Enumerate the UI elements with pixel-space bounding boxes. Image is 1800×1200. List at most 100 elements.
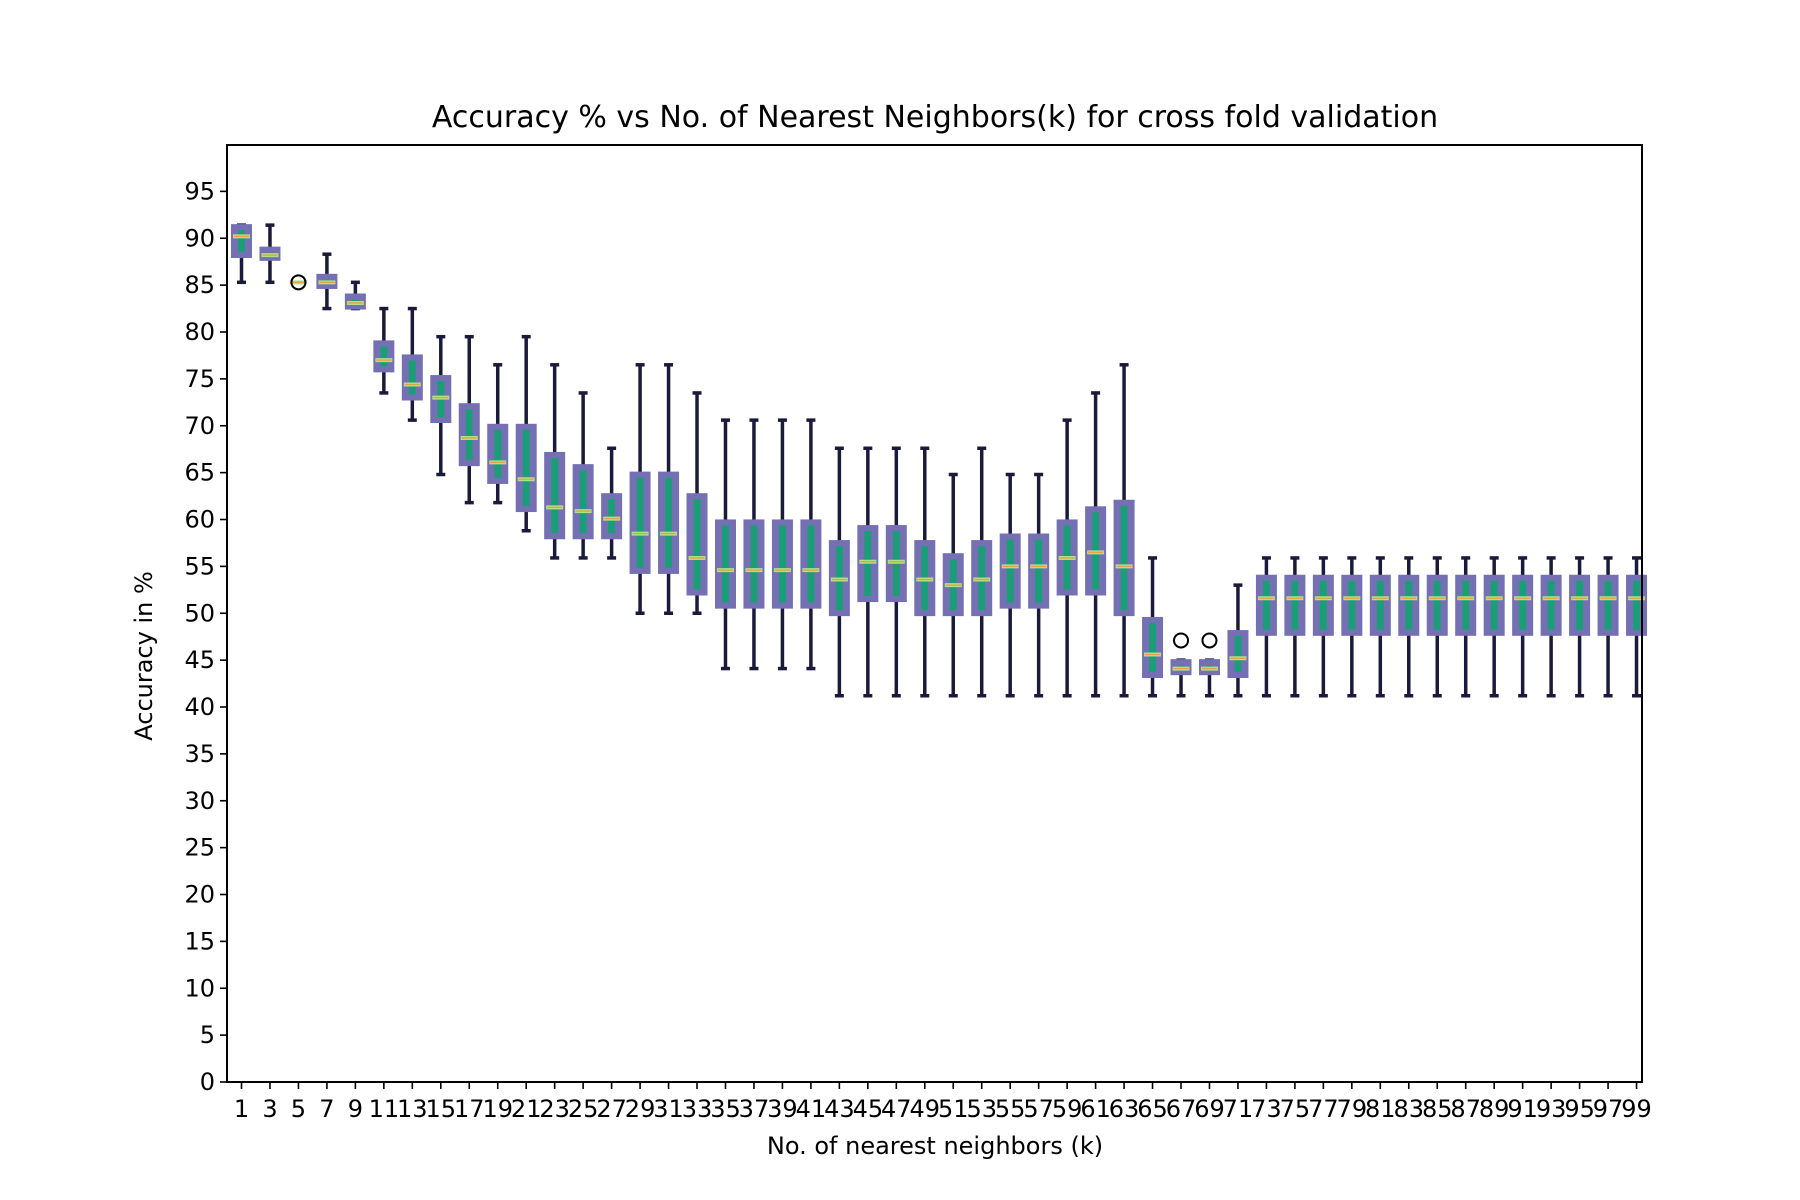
box-core (1433, 580, 1441, 630)
y-tick-label: 20 (184, 881, 215, 909)
box-k-83 (1398, 556, 1420, 698)
y-tick-label: 15 (184, 927, 215, 955)
box-core (238, 230, 245, 252)
x-tick-label: 65 (1137, 1095, 1168, 1123)
box-core (380, 346, 388, 367)
x-tick-label: 3 (262, 1095, 277, 1123)
box-k-23 (544, 363, 566, 560)
x-tick-label: 57 (1023, 1095, 1054, 1123)
outlier-point (1173, 632, 1190, 649)
box-k-71 (1227, 583, 1249, 698)
box-core (1490, 580, 1498, 630)
box-k-97 (1597, 556, 1619, 698)
x-tick-label: 21 (511, 1095, 542, 1123)
y-tick-label: 40 (184, 693, 215, 721)
box-k-51 (942, 472, 964, 698)
x-tick-label: 41 (796, 1095, 827, 1123)
box-k-43 (828, 446, 850, 698)
box-core (1405, 580, 1413, 630)
x-tick-label: 69 (1194, 1095, 1225, 1123)
x-tick-label: 79 (1337, 1095, 1368, 1123)
x-tick-label: 11 (369, 1095, 400, 1123)
y-tick-label: 30 (184, 787, 215, 815)
x-tick-label: 25 (568, 1095, 599, 1123)
box-core (807, 525, 815, 603)
box-k-67 (1170, 632, 1192, 698)
x-tick-label: 61 (1080, 1095, 1111, 1123)
box-k-53 (971, 446, 993, 698)
x-tick-label: 97 (1593, 1095, 1624, 1123)
y-tick-label: 60 (184, 506, 215, 534)
box-k-17 (458, 334, 480, 505)
box-core (494, 429, 502, 478)
box-core (693, 499, 701, 590)
x-tick-label: 51 (938, 1095, 969, 1123)
box-k-33 (686, 391, 708, 615)
box-core (408, 360, 416, 395)
x-tick-label: 81 (1365, 1095, 1396, 1123)
box-core (721, 525, 729, 603)
box-k-81 (1369, 556, 1391, 698)
box-k-63 (1113, 363, 1135, 698)
box-core (1291, 580, 1299, 630)
y-tick-label: 80 (184, 318, 215, 346)
box-k-75 (1284, 556, 1306, 698)
y-tick-label: 0 (200, 1068, 215, 1096)
x-tick-label: 83 (1393, 1095, 1424, 1123)
x-tick-label: 13 (397, 1095, 428, 1123)
box-k-15 (430, 334, 452, 477)
box-core (579, 470, 587, 534)
box-core (551, 457, 559, 534)
x-tick-label: 59 (1052, 1095, 1083, 1123)
box-k-79 (1341, 556, 1363, 698)
box-core (1149, 622, 1157, 672)
y-tick-label: 10 (184, 974, 215, 1002)
x-tick-label: 73 (1251, 1095, 1282, 1123)
box-core (1576, 580, 1584, 630)
box-core (1035, 539, 1043, 603)
box-core (1633, 580, 1641, 630)
x-tick-label: 91 (1507, 1095, 1538, 1123)
y-tick-label: 5 (200, 1021, 215, 1049)
outlier-point (290, 274, 307, 291)
box-core (1348, 580, 1356, 630)
x-tick-label: 19 (482, 1095, 513, 1123)
box-k-85 (1426, 556, 1448, 698)
x-tick-label: 9 (348, 1095, 363, 1123)
outlier-point (1201, 632, 1218, 649)
box-k-91 (1512, 556, 1534, 698)
box-k-37 (743, 418, 765, 671)
box-k-5 (289, 274, 307, 291)
x-tick-label: 85 (1422, 1095, 1453, 1123)
x-tick-label: 29 (625, 1095, 656, 1123)
x-tick-label: 7 (319, 1095, 334, 1123)
x-tick-label: 55 (995, 1095, 1026, 1123)
x-tick-label: 95 (1564, 1095, 1595, 1123)
box-core (1006, 539, 1014, 603)
box-core (665, 477, 673, 568)
box-k-61 (1085, 391, 1107, 698)
box-k-25 (572, 391, 594, 560)
x-tick-label: 63 (1109, 1095, 1140, 1123)
x-tick-label: 43 (824, 1095, 855, 1123)
box-k-87 (1455, 556, 1477, 698)
box-k-47 (885, 446, 907, 698)
x-axis-title: No. of nearest neighbors (k) (767, 1132, 1103, 1160)
x-tick-label: 35 (710, 1095, 741, 1123)
y-tick-label: 35 (184, 740, 215, 768)
y-tick-label: 50 (184, 599, 215, 627)
x-tick-label: 33 (682, 1095, 713, 1123)
x-tick-label: 5 (291, 1095, 306, 1123)
x-tick-label: 67 (1166, 1095, 1197, 1123)
x-tick-label: 27 (596, 1095, 627, 1123)
plot-frame (226, 144, 1643, 1083)
box-k-27 (601, 446, 623, 560)
box-k-73 (1255, 556, 1277, 698)
y-tick-label: 45 (184, 646, 215, 674)
box-k-21 (515, 334, 537, 533)
box-k-35 (714, 418, 736, 671)
y-tick-label: 70 (184, 412, 215, 440)
box-k-89 (1483, 556, 1505, 698)
